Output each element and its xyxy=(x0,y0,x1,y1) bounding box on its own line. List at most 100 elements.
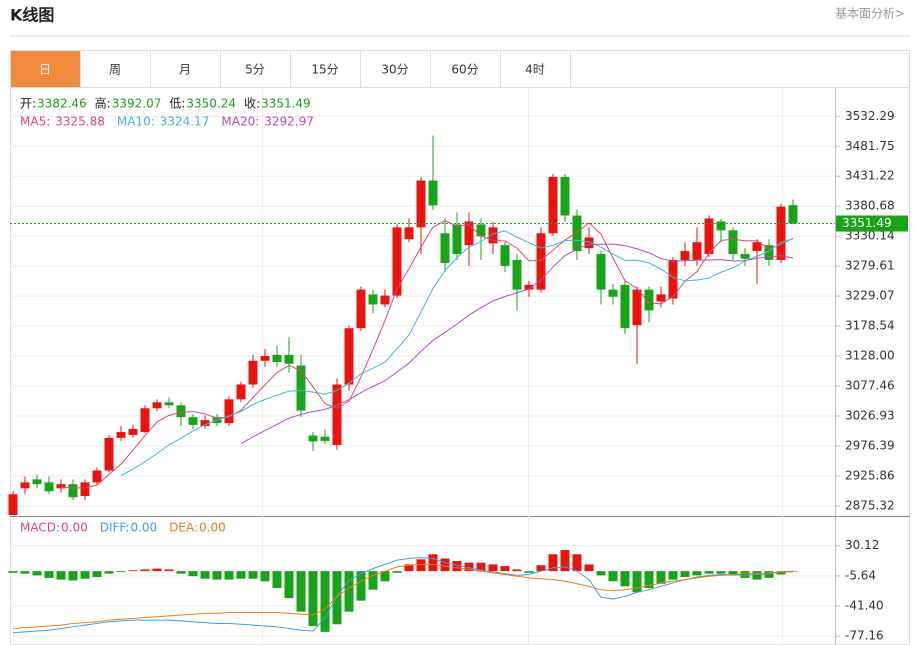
y-tick-label: 3532.29 xyxy=(845,109,895,123)
ohlc-value: 3382.46 xyxy=(37,97,87,111)
tab[interactable] xyxy=(220,50,291,88)
tab-label[interactable]: 日 xyxy=(39,63,51,77)
candle-body xyxy=(104,437,114,471)
diff-line xyxy=(12,557,794,634)
macd-bar xyxy=(500,566,510,572)
macd-bar xyxy=(620,571,630,587)
chart-frame xyxy=(10,50,910,645)
macd-bar xyxy=(224,571,234,580)
candle-body xyxy=(224,399,234,424)
macd-bar xyxy=(716,571,726,574)
candle-body xyxy=(608,289,618,297)
macd-bar xyxy=(764,571,774,578)
candle-body xyxy=(20,482,30,489)
macd-bar xyxy=(8,571,18,573)
macd-bar xyxy=(320,571,330,632)
macd-bar xyxy=(632,571,642,593)
ma-line xyxy=(120,230,794,477)
tab-label[interactable]: 4时 xyxy=(525,63,545,77)
tab[interactable] xyxy=(10,50,81,88)
candle-body xyxy=(620,284,630,329)
candle-body xyxy=(740,254,750,259)
candle-body xyxy=(308,435,318,442)
macd-bar xyxy=(308,571,318,626)
candle-body xyxy=(440,233,450,263)
candle-body xyxy=(140,408,150,432)
candle-body xyxy=(752,242,762,252)
macd-name: DEA: xyxy=(169,521,198,535)
candle-body xyxy=(152,402,162,409)
macd-bar xyxy=(656,571,666,584)
candle-body xyxy=(488,227,498,244)
candle-body xyxy=(164,402,174,406)
tab[interactable] xyxy=(80,50,151,88)
macd-bar xyxy=(524,571,534,573)
macd-bar xyxy=(80,571,90,579)
macd-bar xyxy=(608,571,618,582)
macd-bar xyxy=(344,571,354,612)
tab-label[interactable]: 60分 xyxy=(451,63,478,77)
tab-label[interactable]: 月 xyxy=(179,63,191,77)
macd-bar xyxy=(356,571,366,601)
macd-bar xyxy=(92,571,102,578)
macd-name: DIFF: xyxy=(100,521,130,535)
macd-bar xyxy=(512,569,522,572)
macd-bar xyxy=(44,571,54,578)
candle-body xyxy=(596,254,606,290)
tab[interactable] xyxy=(500,50,571,88)
macd-bar xyxy=(680,571,690,578)
last-price-box xyxy=(836,215,908,232)
fundamental-link[interactable]: 基本面分析> xyxy=(835,7,905,21)
macd-bar xyxy=(272,571,282,589)
candle-body xyxy=(572,215,582,252)
tab-label[interactable]: 30分 xyxy=(381,63,408,77)
candle-body xyxy=(560,176,570,216)
page-title: K线图 xyxy=(10,6,54,25)
macd-bar xyxy=(704,571,714,574)
macd-bar xyxy=(776,571,786,575)
candle-body xyxy=(44,482,54,492)
macd-bar xyxy=(428,554,438,572)
ma-name: MA5: xyxy=(20,115,50,129)
macd-bar xyxy=(476,562,486,572)
macd-value: 0.00 xyxy=(61,521,88,535)
ma-value: 3324.17 xyxy=(160,115,210,129)
candle-body xyxy=(392,227,402,296)
ma-line xyxy=(60,220,794,489)
candle-body xyxy=(188,417,198,425)
candle-body xyxy=(236,384,246,400)
tab-label[interactable]: 5分 xyxy=(245,63,265,77)
ma-value: 3325.88 xyxy=(55,115,105,129)
candle-body xyxy=(416,180,426,228)
macd-bar xyxy=(164,569,174,572)
macd-bar xyxy=(248,571,258,579)
macd-bar xyxy=(296,571,306,612)
candle-body xyxy=(380,295,390,305)
candle-body xyxy=(704,218,714,255)
tab[interactable] xyxy=(290,50,361,88)
ohlc-value: 3392.07 xyxy=(112,97,162,111)
macd-bar xyxy=(332,571,342,625)
candle-body xyxy=(428,180,438,206)
tab-label[interactable]: 15分 xyxy=(311,63,338,77)
tab[interactable] xyxy=(360,50,431,88)
macd-bar xyxy=(572,554,582,572)
ohlc-name: 开: xyxy=(20,97,36,111)
macd-bar xyxy=(644,571,654,589)
macd-bar xyxy=(68,571,78,581)
macd-bar xyxy=(236,571,246,579)
candle-body xyxy=(296,365,306,411)
macd-bar xyxy=(260,571,270,582)
candle-body xyxy=(68,484,78,498)
tab-label[interactable]: 周 xyxy=(109,63,121,77)
y-tick-label: -41.40 xyxy=(845,599,884,613)
macd-bar xyxy=(548,554,558,572)
tab[interactable] xyxy=(150,50,221,88)
macd-bar xyxy=(116,571,126,572)
y-tick-label: 2925.86 xyxy=(845,468,895,482)
ma-value: 3292.97 xyxy=(264,115,314,129)
ohlc-name: 低: xyxy=(169,97,185,111)
y-tick-label: 3026.93 xyxy=(845,409,895,423)
macd-bar xyxy=(140,569,150,572)
